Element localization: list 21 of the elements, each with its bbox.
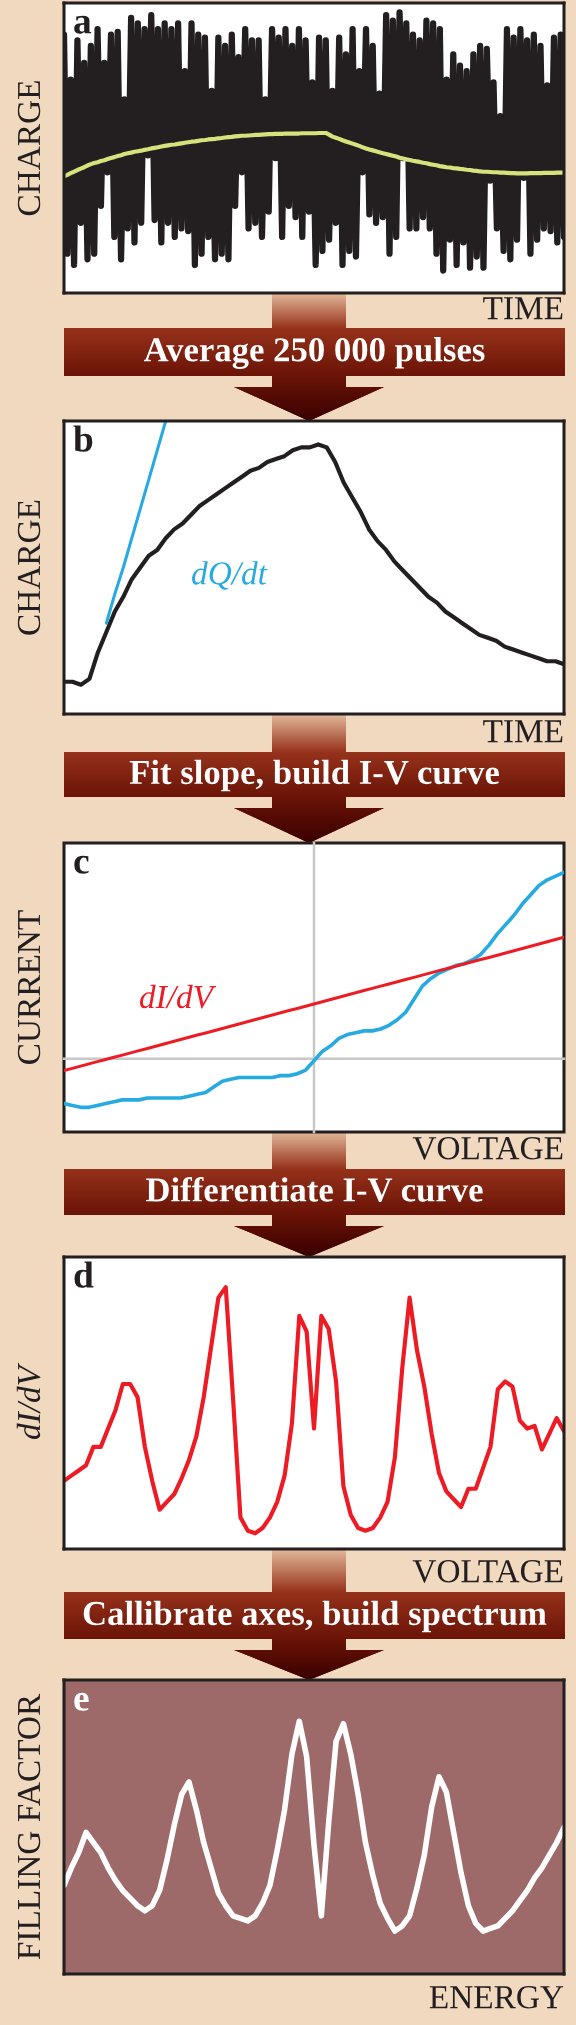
chart-title: b <box>73 425 93 452</box>
y-axis-title: dI/dV <box>16 1362 41 1440</box>
series-label: dI/dV <box>139 984 217 1009</box>
y-axis-title: CURRENT <box>17 910 41 1064</box>
x-axis-title: TIME <box>483 720 563 743</box>
y-axis-title: CHARGE <box>17 500 41 635</box>
chart-title: a <box>74 15 92 34</box>
text: Fit slope, build I-V curve <box>129 759 499 792</box>
y-axis-title: FILLING FACTOR <box>17 1693 41 1960</box>
x-axis-title: VOLTAGE <box>412 1137 563 1160</box>
text: Average 250 000 pulses <box>143 337 485 369</box>
x-axis-title: VOLTAGE <box>412 1560 563 1583</box>
text: Differentiate I-V curve <box>146 1176 483 1202</box>
x-axis-title: ENERGY <box>429 1986 564 2009</box>
x-axis-title: TIME <box>483 297 563 320</box>
text: Callibrate axes, build spectrum <box>83 1600 547 1633</box>
y-axis-title: CHARGE <box>17 81 41 216</box>
chart-title: e <box>74 1692 89 1711</box>
series-label: dQ/dt <box>192 561 268 590</box>
chart-title: c <box>74 855 89 874</box>
chart-title: d <box>74 1261 94 1288</box>
